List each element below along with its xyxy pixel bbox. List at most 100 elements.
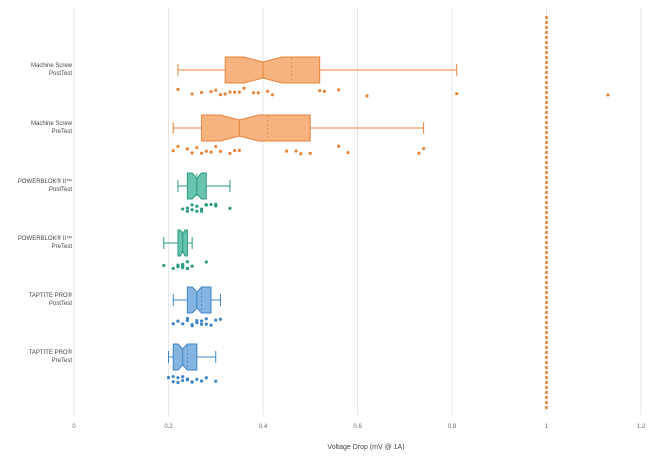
category-label-line2-3: PreTest xyxy=(52,244,73,250)
category-label-line1-2: POWERBLOK® II™ xyxy=(18,178,72,185)
category-label-line2-5: PreTest xyxy=(52,358,73,364)
notched-box xyxy=(224,56,321,84)
data-point xyxy=(190,151,194,155)
data-point xyxy=(322,89,327,93)
data-point xyxy=(209,323,213,327)
data-point xyxy=(190,380,194,384)
data-point xyxy=(176,87,180,92)
data-point xyxy=(365,94,369,98)
data-point xyxy=(185,316,189,321)
data-point xyxy=(256,91,260,95)
data-point xyxy=(195,377,199,381)
data-point xyxy=(337,88,341,92)
data-point xyxy=(199,151,204,155)
data-point xyxy=(209,150,213,154)
data-point xyxy=(185,266,189,271)
data-point xyxy=(214,88,218,92)
data-point xyxy=(422,146,426,151)
category-label-line2-4: PostTest xyxy=(49,301,72,307)
x-axis-title: Voltage Drop (mV @ 1A) xyxy=(327,444,404,451)
data-point xyxy=(228,90,232,94)
notched-box xyxy=(186,286,212,314)
data-point xyxy=(266,89,270,93)
data-point xyxy=(190,324,194,328)
x-axis-ticks: 0 0.2 0.4 0.6 0.8 1 1.2 xyxy=(72,424,646,430)
category-label-line1-3: POWERBLOK® II™ xyxy=(18,235,72,242)
category-labels: Machine Screw PostTest Machine Screw PreTes… xyxy=(18,63,73,364)
data-point xyxy=(233,90,237,94)
data-point xyxy=(199,379,204,383)
x-tick-label-5: 1 xyxy=(545,424,549,430)
data-point xyxy=(181,378,185,383)
data-point xyxy=(242,86,246,90)
data-point xyxy=(455,92,459,96)
data-point xyxy=(214,144,218,149)
category-label-line2-2: PostTest xyxy=(49,187,72,193)
data-point xyxy=(176,376,180,380)
data-point xyxy=(181,322,185,326)
data-point xyxy=(162,263,166,268)
boxplot-series-5 xyxy=(166,343,218,385)
boxplot-series-0 xyxy=(176,56,610,98)
data-point xyxy=(204,260,208,264)
data-point xyxy=(308,151,312,155)
data-point xyxy=(199,209,204,213)
data-point xyxy=(166,376,171,380)
data-point xyxy=(185,260,189,264)
category-label-line1-4: TAPTITE PRO® xyxy=(29,292,73,299)
category-label-line1-0: Machine Screw xyxy=(31,63,73,69)
data-point xyxy=(181,207,185,211)
data-point xyxy=(204,376,208,380)
data-point xyxy=(237,148,241,152)
data-point xyxy=(318,89,322,93)
x-tick-label-1: 0.2 xyxy=(164,424,173,430)
data-point xyxy=(195,145,199,150)
data-point xyxy=(270,93,275,97)
data-point xyxy=(204,203,208,207)
data-point xyxy=(285,149,289,153)
data-point xyxy=(218,92,223,97)
data-point xyxy=(185,209,189,213)
data-point xyxy=(171,380,175,384)
data-point xyxy=(223,92,227,96)
data-point xyxy=(214,204,218,208)
data-point xyxy=(218,317,223,321)
data-point xyxy=(199,319,204,323)
data-point xyxy=(214,318,218,322)
category-label-line1-1: Machine Screw xyxy=(31,121,73,127)
data-point xyxy=(199,207,204,211)
data-point xyxy=(417,151,421,155)
data-point xyxy=(171,266,175,271)
data-point xyxy=(190,92,194,96)
data-point xyxy=(185,206,189,210)
category-label-line2-1: PreTest xyxy=(52,129,73,135)
data-point xyxy=(181,375,185,379)
category-label-line1-5: TAPTITE PRO® xyxy=(29,349,73,356)
data-point xyxy=(346,150,350,155)
data-point xyxy=(171,322,175,326)
data-point xyxy=(214,379,218,383)
data-point xyxy=(606,93,610,97)
data-point xyxy=(185,147,189,151)
data-point xyxy=(176,380,180,385)
x-tick-label-3: 0.6 xyxy=(353,424,362,430)
data-point xyxy=(337,144,341,148)
data-point xyxy=(209,90,213,94)
category-label-line2-0: PostTest xyxy=(49,71,72,77)
grid-lines xyxy=(73,8,642,415)
boxplot-series-3 xyxy=(162,229,208,271)
data-point xyxy=(233,149,237,153)
data-point xyxy=(199,322,204,326)
data-point xyxy=(190,208,194,212)
data-point xyxy=(209,202,213,207)
x-tick-label-0: 0 xyxy=(72,424,76,430)
series-layer xyxy=(162,56,610,385)
data-point xyxy=(171,149,175,153)
boxplot-series-2 xyxy=(177,172,232,213)
data-point xyxy=(199,90,204,95)
boxplot-series-4 xyxy=(171,286,223,328)
data-point xyxy=(294,149,298,153)
data-point xyxy=(190,203,194,207)
